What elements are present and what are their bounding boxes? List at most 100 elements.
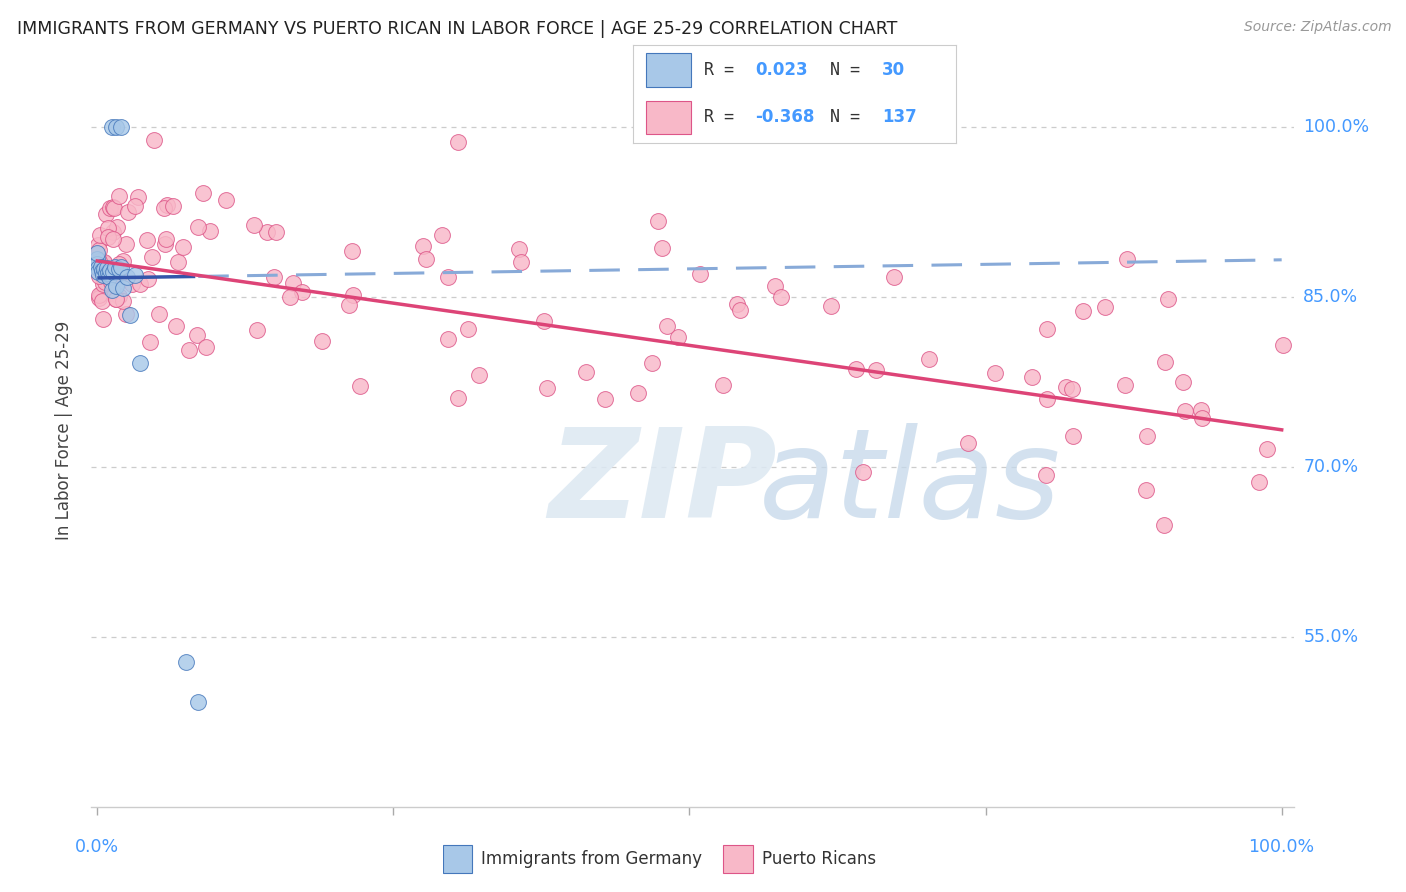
Point xyxy=(725,297,748,311)
Text: 55.0%: 55.0% xyxy=(1303,628,1358,646)
Point xyxy=(86,252,108,266)
Point xyxy=(852,465,875,479)
Text: 137: 137 xyxy=(882,108,917,126)
Point xyxy=(349,379,371,393)
Point xyxy=(1036,322,1059,336)
Point xyxy=(101,200,124,214)
Point xyxy=(845,361,868,376)
Text: Immigrants from Germany: Immigrants from Germany xyxy=(481,850,703,868)
Point xyxy=(86,246,108,260)
Point xyxy=(342,288,364,302)
Point xyxy=(104,292,127,306)
Point xyxy=(436,270,458,285)
Point xyxy=(117,205,139,219)
Point xyxy=(984,366,1007,380)
Point xyxy=(415,252,437,267)
Point xyxy=(651,241,673,255)
Point xyxy=(104,260,127,274)
Point xyxy=(1036,392,1059,406)
Point xyxy=(96,264,118,278)
Point xyxy=(136,233,159,247)
Point xyxy=(87,260,110,275)
Point xyxy=(1136,429,1159,443)
Point xyxy=(107,189,129,203)
Point xyxy=(956,436,979,450)
Point xyxy=(1035,467,1057,482)
Point xyxy=(98,270,121,285)
Point xyxy=(98,263,121,277)
Point xyxy=(104,292,127,306)
Y-axis label: In Labor Force | Age 25-29: In Labor Force | Age 25-29 xyxy=(55,321,73,540)
Point xyxy=(256,225,278,239)
Point xyxy=(87,265,110,279)
Point xyxy=(291,285,314,300)
Text: R =: R = xyxy=(704,62,744,79)
Point xyxy=(129,356,152,370)
Point xyxy=(337,297,360,311)
Point xyxy=(87,288,110,302)
Text: R =: R = xyxy=(704,108,744,126)
Point xyxy=(187,220,209,235)
Bar xyxy=(645,101,690,134)
Text: Puerto Ricans: Puerto Ricans xyxy=(762,850,876,868)
Point xyxy=(198,224,221,238)
Point xyxy=(124,198,146,212)
Point xyxy=(108,289,131,303)
Point xyxy=(86,257,108,271)
Point xyxy=(98,269,121,284)
Point xyxy=(101,226,124,240)
Point xyxy=(153,202,176,216)
Point xyxy=(155,232,177,246)
Point xyxy=(468,368,491,383)
Point xyxy=(510,255,533,269)
Point xyxy=(187,695,209,709)
Point xyxy=(263,270,285,285)
Point xyxy=(90,260,112,274)
Bar xyxy=(645,54,690,87)
Point xyxy=(1174,404,1197,418)
Point xyxy=(340,244,363,259)
Point xyxy=(97,229,120,244)
Text: atlas: atlas xyxy=(759,423,1060,543)
Text: 30: 30 xyxy=(882,62,905,79)
Point xyxy=(1115,252,1137,266)
Text: 0.0%: 0.0% xyxy=(76,838,120,855)
Point xyxy=(127,190,149,204)
Point xyxy=(86,237,108,252)
Point xyxy=(108,257,131,271)
Point xyxy=(191,186,214,201)
Point xyxy=(166,254,188,268)
Text: 100.0%: 100.0% xyxy=(1303,119,1369,136)
Text: 70.0%: 70.0% xyxy=(1303,458,1358,476)
Point xyxy=(121,277,143,291)
Text: N =: N = xyxy=(830,62,870,79)
Point xyxy=(156,197,179,211)
Point xyxy=(105,278,128,293)
Point xyxy=(281,276,304,290)
Point xyxy=(103,201,125,215)
Point xyxy=(1135,483,1157,497)
Point xyxy=(104,287,127,301)
Point xyxy=(1191,410,1213,425)
Point xyxy=(883,269,905,284)
Point xyxy=(93,261,115,276)
Point xyxy=(1189,403,1212,417)
Point xyxy=(115,236,138,251)
Point xyxy=(1256,442,1278,456)
Point xyxy=(105,220,128,235)
Point xyxy=(508,242,530,256)
Point xyxy=(91,293,114,308)
Point xyxy=(1247,475,1270,490)
Point xyxy=(91,264,114,278)
Point xyxy=(94,275,117,289)
Point xyxy=(436,332,458,346)
Point xyxy=(110,260,132,274)
Point xyxy=(575,365,598,379)
Point xyxy=(100,284,122,298)
Point xyxy=(174,655,197,669)
Point xyxy=(94,267,117,281)
Point xyxy=(264,225,287,239)
Point xyxy=(128,277,150,291)
Point xyxy=(112,281,135,295)
Point xyxy=(112,293,135,308)
